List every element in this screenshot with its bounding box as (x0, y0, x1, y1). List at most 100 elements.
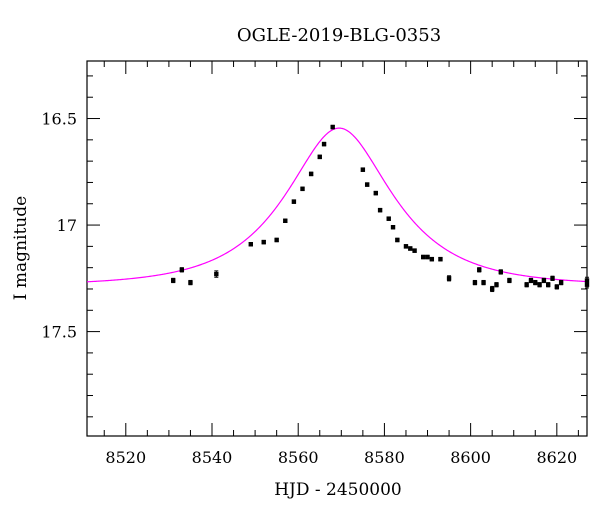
data-point-marker (386, 216, 391, 221)
data-point (179, 267, 185, 273)
data-point-marker (377, 207, 383, 213)
data-point (481, 279, 486, 286)
x-tick-label: 8580 (364, 448, 405, 467)
data-point (533, 279, 538, 286)
data-point-marker (550, 276, 555, 281)
data-point (403, 244, 409, 249)
data-point-marker (554, 284, 560, 290)
x-tick-label: 8600 (450, 448, 491, 467)
data-point-marker (171, 278, 176, 283)
plot-frame (86, 60, 588, 437)
data-point-marker (274, 237, 279, 243)
data-point-marker (446, 276, 452, 281)
data-point (472, 279, 478, 286)
data-point (283, 218, 288, 224)
data-point-marker (248, 242, 253, 247)
data-point (550, 275, 555, 281)
y-axis-label: I magnitude (11, 196, 31, 300)
data-point-marker (308, 171, 314, 177)
data-point (373, 190, 378, 196)
data-point (425, 254, 430, 260)
data-point (537, 282, 542, 288)
chart-title: OGLE-2019-BLG-0353 (237, 25, 441, 46)
data-point (360, 167, 366, 172)
data-point (477, 267, 482, 273)
data-point (248, 242, 253, 247)
data-point (429, 256, 435, 262)
data-point-marker (528, 278, 534, 283)
data-point-marker (364, 182, 370, 187)
data-point-marker (481, 280, 486, 285)
data-point-marker (403, 244, 409, 249)
data-point (489, 285, 495, 293)
data-point-marker (472, 280, 478, 285)
data-point (554, 284, 560, 290)
data-point-marker (421, 254, 426, 260)
data-point (386, 216, 391, 221)
x-tick-label: 8620 (536, 448, 577, 467)
y-axis-ticks: 16.5 17 17.5 (41, 75, 587, 418)
data-point (317, 154, 322, 160)
data-point (528, 277, 534, 284)
data-point-marker (317, 154, 322, 160)
data-point (524, 282, 529, 288)
data-point (546, 282, 551, 288)
data-point-marker (498, 269, 503, 275)
data-point (390, 224, 396, 230)
data-point (494, 282, 499, 288)
data-point-marker (477, 267, 482, 273)
data-point (291, 199, 297, 204)
data-point-marker (507, 278, 512, 283)
data-point-marker (524, 282, 529, 287)
data-point-marker (412, 248, 417, 253)
x-tick-label: 8560 (278, 448, 319, 467)
data-point-marker (494, 282, 499, 287)
data-point-marker (373, 190, 378, 196)
x-axis-ticks: 8520 8540 8560 8580 8600 8620 (103, 61, 579, 467)
data-point-marker (291, 199, 297, 204)
y-tick-label: 16.5 (41, 110, 77, 129)
model-curve-layer (87, 127, 587, 283)
data-point-marker (429, 256, 435, 262)
data-point-marker (261, 239, 266, 245)
data-point (377, 207, 383, 213)
data-point-marker (533, 280, 538, 285)
plot-border (86, 60, 588, 437)
data-point (308, 171, 314, 177)
data-point-marker (584, 282, 590, 287)
data-point-marker (489, 286, 495, 292)
data-point (498, 269, 503, 275)
data-point (446, 275, 452, 282)
data-point-marker (321, 141, 327, 147)
data-point-marker (214, 271, 219, 277)
data-point (412, 248, 417, 253)
data-point (330, 124, 335, 130)
data-point-marker (179, 267, 185, 273)
data-point (541, 277, 547, 284)
data-point (321, 141, 327, 147)
data-point (584, 276, 590, 285)
x-tick-label: 8540 (192, 448, 233, 467)
data-point-marker (541, 278, 547, 283)
data-point (274, 237, 279, 243)
data-point (364, 182, 370, 187)
data-point-marker (395, 237, 400, 243)
data-point (214, 270, 219, 278)
data-point-marker (300, 186, 305, 192)
data-point (558, 279, 564, 286)
x-axis-label: HJD - 2450000 (274, 480, 402, 500)
data-point (171, 277, 176, 284)
data-point (507, 277, 512, 284)
data-point-marker (360, 167, 366, 172)
x-tick-label: 8520 (105, 448, 146, 467)
data-point-marker (390, 224, 396, 230)
data-point (300, 186, 305, 192)
data-point-marker (546, 282, 551, 287)
data-point-marker (425, 254, 430, 260)
data-point-marker (558, 280, 564, 285)
data-point (188, 279, 193, 286)
data-point (395, 237, 400, 243)
data-point-marker (584, 278, 590, 283)
data-point (261, 239, 266, 245)
